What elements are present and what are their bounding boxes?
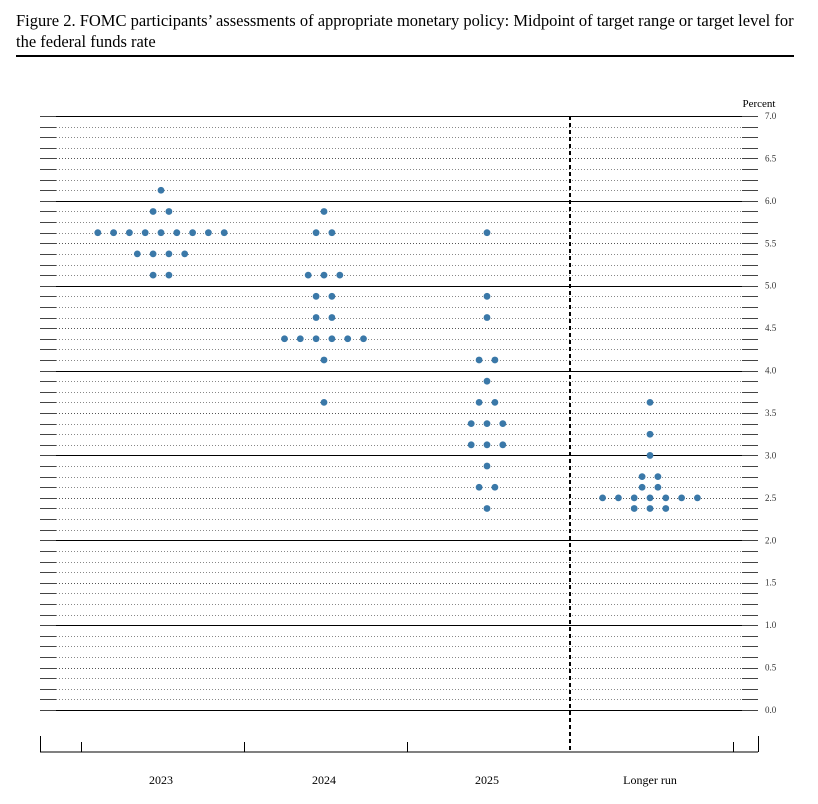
participant-dot [157,186,165,194]
participant-dot [662,505,670,512]
x-category-label: 2023 [149,773,173,787]
participant-dot [205,229,212,237]
participant-dot [220,229,228,237]
y-tick-label: 6.5 [765,153,777,163]
participant-dot [149,271,157,279]
participant-dot [125,229,133,237]
participant-dot [475,398,483,406]
y-tick-label: 0.0 [765,705,777,715]
participant-dot [615,494,622,502]
participant-dot [662,494,670,502]
gridlines [40,116,758,711]
y-tick-label: 5.0 [765,281,777,291]
participant-dot [360,335,367,343]
participant-dot [133,250,141,258]
participant-dot [483,505,491,512]
participant-dot [157,229,165,237]
y-tick-label: 0.5 [765,663,777,673]
participant-dot [475,483,483,491]
participant-dot [491,398,499,406]
participant-dot [467,441,475,449]
participant-dot [646,398,654,406]
y-tick-label: 2.0 [765,535,777,545]
participant-dot [110,229,117,237]
participant-dot [328,292,336,300]
y-axis-label: Percent [743,98,776,110]
participant-dot [281,335,288,343]
dots [94,186,701,512]
y-tick-label: 1.5 [765,578,777,588]
participant-dot [475,356,483,364]
participant-dot [173,229,181,237]
participant-dot [483,229,491,237]
participant-dot [344,335,352,343]
participant-dot [328,335,336,343]
y-tick-label: 7.0 [765,111,777,121]
x-category-label: Longer run [623,773,677,787]
participant-dot [312,229,320,237]
participant-dot [320,398,328,406]
x-category-label: 2024 [312,773,336,787]
participant-dot [328,229,336,237]
y-tick-label: 4.5 [765,323,777,333]
participant-dot [336,271,344,279]
participant-dot [141,229,149,237]
participant-dot [320,271,328,279]
participant-dot [694,494,701,502]
participant-dot [165,208,173,215]
participant-dot [181,250,189,258]
participant-dot [646,505,654,512]
participant-dot [491,483,499,491]
participant-dot [483,462,491,470]
participant-dot [630,505,638,512]
participant-dot [638,473,646,481]
participant-dot [483,377,491,385]
y-axis-tick-labels: 0.0 0.5 1.0 1.5 2.0 2.5 3.0 3.5 4.0 4.5 5.0 5.5 6.0 6… [765,111,777,715]
participant-dot [646,430,654,438]
y-tick-label: 3.0 [765,450,777,460]
y-tick-label: 5.5 [765,238,777,248]
participant-dot [491,356,499,364]
participant-dot [499,420,507,428]
participant-dot [483,314,491,321]
participant-dot [149,208,157,215]
participant-dot [296,335,304,343]
figure-title: Figure 2. FOMC participants’ assessments… [16,11,794,51]
participant-dot [467,420,475,428]
participant-dot [320,356,328,364]
y-tick-label: 4.0 [765,366,777,376]
participant-dot [304,271,312,279]
y-tick-label: 2.5 [765,493,777,503]
x-category-label: 2025 [475,773,499,787]
participant-dot [328,314,336,321]
participant-dot [189,229,197,237]
y-tick-label: 1.0 [765,620,777,630]
participant-dot [312,314,320,321]
participant-dot [165,250,173,258]
participant-dot [149,250,157,258]
participant-dot [646,494,654,502]
participant-dot [94,229,102,237]
participant-dot [654,483,662,491]
participant-dot [499,441,507,449]
participant-dot [638,483,646,491]
participant-dot [312,335,320,343]
participant-dot [312,292,320,300]
participant-dot [599,494,606,502]
x-axis: 2023 2024 2025 Longer run [40,116,759,787]
participant-dot [678,494,685,502]
y-tick-label: 3.5 [765,408,777,418]
participant-dot [320,208,328,215]
participant-dot [483,292,491,300]
participant-dot [630,494,638,502]
participant-dot [483,441,491,449]
participant-dot [646,452,654,459]
participant-dot [483,420,491,428]
y-tick-label: 6.0 [765,196,777,206]
participant-dot [165,271,173,279]
participant-dot [654,473,662,481]
title-rule [16,55,794,57]
